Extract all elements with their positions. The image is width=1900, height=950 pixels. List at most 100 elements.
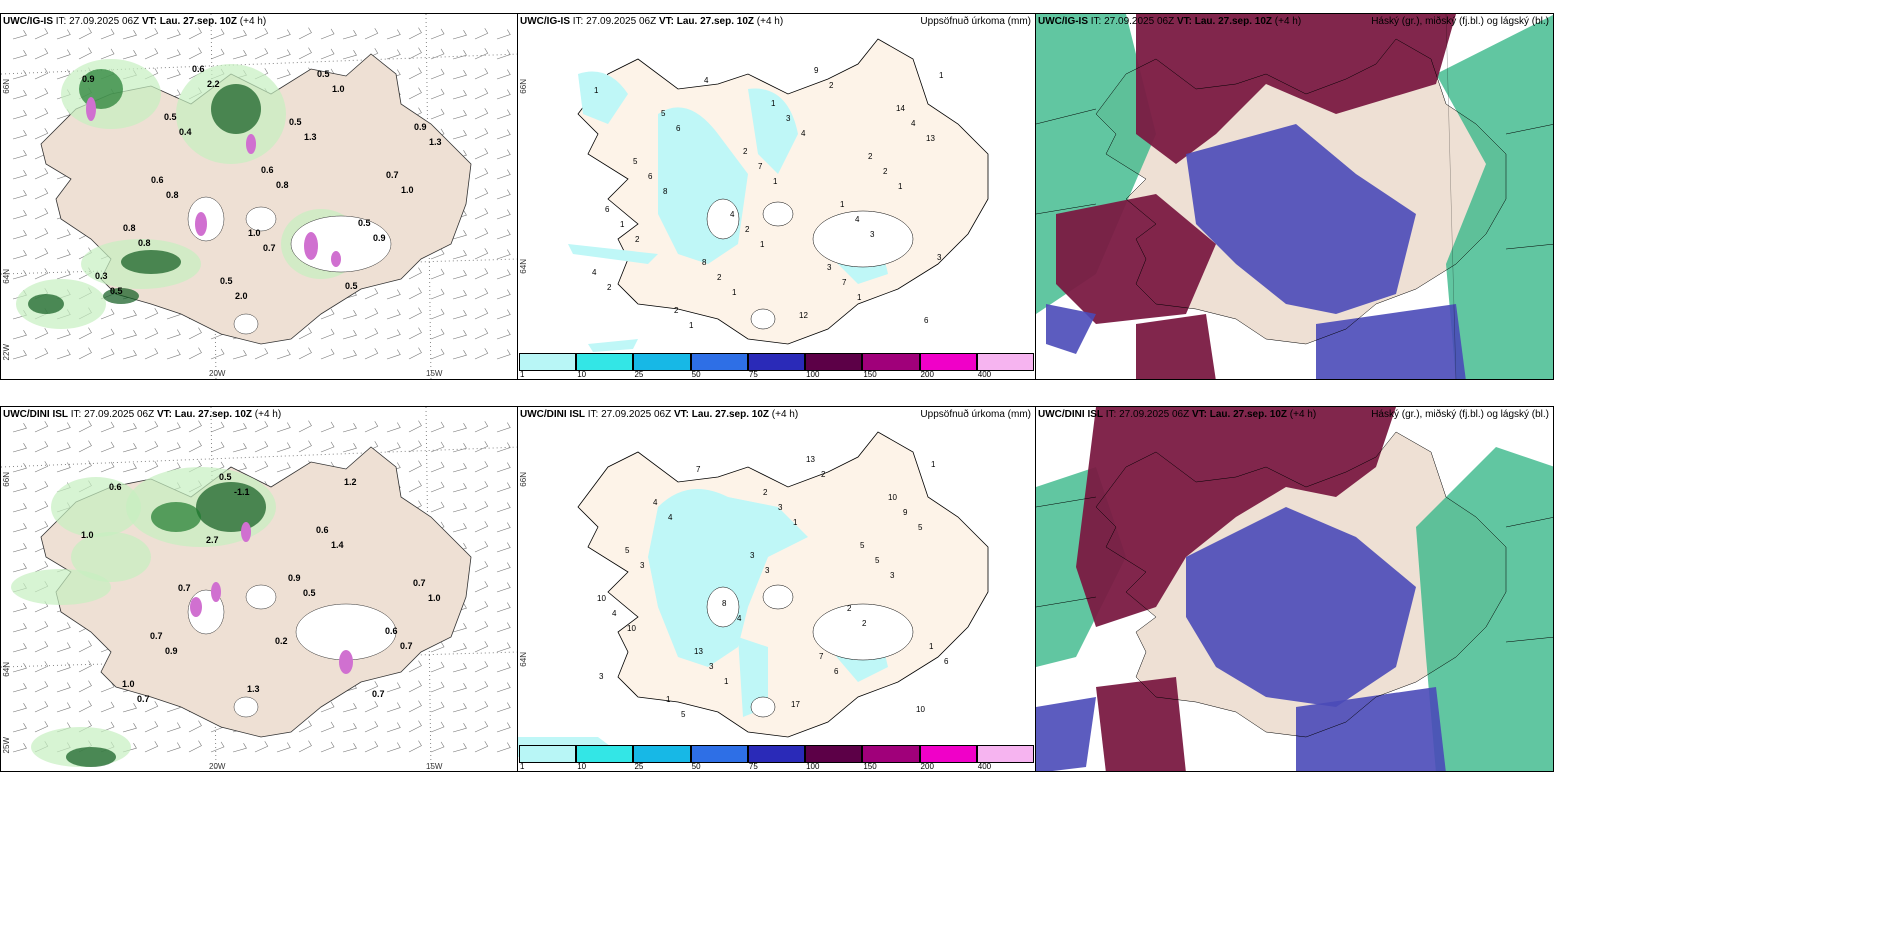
wind-barb (100, 328, 115, 340)
wind-barb (34, 481, 49, 493)
map-value-label: 0.8 (166, 190, 179, 200)
wind-barb (320, 48, 335, 60)
wind-barb (34, 561, 49, 573)
wind-barb (12, 90, 27, 100)
wind-barb (430, 108, 445, 120)
wind-barb (474, 28, 489, 40)
wind-barb (144, 48, 159, 60)
wind-barb (496, 602, 511, 613)
wind-barb (474, 721, 489, 733)
map-value-label: 7 (696, 465, 701, 474)
map-value-label: 10 (627, 624, 636, 633)
wind-barb (342, 423, 357, 433)
wind-barb (496, 502, 511, 513)
wind-barb (298, 440, 312, 453)
wind-barb (452, 330, 467, 340)
wind-barb (364, 721, 379, 733)
map-value-label: 8 (663, 187, 668, 196)
wind-barb (210, 348, 225, 360)
wind-barb (122, 310, 137, 320)
legend-label: 50 (691, 762, 701, 771)
legend-label: 75 (748, 370, 758, 379)
wind-barb (496, 29, 511, 40)
legend-swatch (862, 353, 920, 371)
map-value-label: 2 (847, 604, 852, 613)
wind-barb (452, 503, 467, 513)
wind-barb (34, 681, 49, 693)
wind-barb (408, 327, 422, 340)
wind-barb (12, 150, 27, 160)
wind-barb (144, 328, 159, 340)
wind-barb (210, 441, 225, 453)
wind-barb (254, 441, 269, 453)
wind-barb (452, 310, 467, 320)
wind-barb (408, 460, 422, 473)
wind-barb (144, 721, 159, 733)
wind-barb (122, 350, 137, 360)
wind-barb (12, 30, 27, 40)
wind-barb (298, 720, 312, 733)
wind-barb (166, 742, 181, 753)
wind-barb (56, 229, 71, 240)
wind-barb (364, 28, 379, 40)
map-value-label: 0.8 (276, 180, 289, 190)
legend-label: 25 (634, 370, 644, 379)
wind-barb (496, 149, 511, 160)
legend-label: 150 (863, 370, 877, 379)
map-value-label: 13 (926, 134, 935, 143)
wind-value-labels: 0.90.61.00.50.60.70.71.31.21.00.70.20.70… (81, 472, 441, 704)
legend-label: 75 (748, 762, 758, 771)
map-value-label: 1.3 (247, 684, 260, 694)
wind-barb (408, 347, 422, 360)
panel-precip-bottom: 1 1 2 5 10 13 17 10 5 8 7 10 4 3 2 6 5 3 5 4 3 13 9 3 4 6 1 4 3 2 3 7 1 3… (517, 406, 1036, 772)
map-value-label: 1 (620, 220, 625, 229)
wind-barb (12, 503, 27, 513)
wind-barb (188, 740, 202, 753)
legend-swatch (690, 745, 748, 763)
precip-title: Uppsöfnuð úrkoma (mm) (920, 16, 1031, 27)
wind-barb (34, 88, 49, 100)
wind-barb (298, 420, 312, 433)
wind-barb (430, 681, 445, 693)
wind-barb (452, 743, 467, 753)
wind-barb (56, 29, 71, 40)
wind-barb (496, 309, 511, 320)
legend-label: 200 (920, 370, 934, 379)
map-value-label: 14 (896, 104, 905, 113)
panel-header: UWC/DINI ISL IT: 27.09.2025 06Z VT: Lau.… (1038, 409, 1317, 420)
map-value-label: 4 (704, 76, 709, 85)
precip-map-top: 2132126812145436574413212946271613244121… (568, 38, 989, 352)
map-value-label: 0.8 (123, 223, 136, 233)
lat-label-25w: 25W (2, 737, 11, 754)
map-value-label: 0.5 (289, 117, 302, 127)
wind-barb (12, 443, 27, 453)
map-value-label: 4 (730, 210, 735, 219)
wind-barb (342, 743, 357, 753)
wind-barb (474, 328, 489, 340)
wind-barb (474, 661, 489, 673)
map-value-label: 2 (745, 225, 750, 234)
map-value-label: 5 (875, 556, 880, 565)
wind-barb (34, 621, 49, 633)
wind-barb (188, 347, 202, 360)
wind-barb (34, 68, 49, 80)
map-value-label: 6 (648, 172, 653, 181)
wind-barb (122, 50, 137, 60)
map-value-label: 4 (653, 498, 658, 507)
map-value-label: 0.5 (164, 112, 177, 122)
wind-barb (34, 348, 49, 360)
legend-label: 400 (977, 762, 992, 771)
wind-barb (210, 741, 225, 753)
map-value-label: 4 (612, 609, 617, 618)
wind-barb (56, 269, 71, 280)
wind-barb (430, 348, 445, 360)
wind-barb (122, 463, 137, 473)
wind-barb (496, 542, 511, 553)
wind-barb (408, 740, 422, 753)
wind-barb (34, 168, 49, 180)
wind-barb (474, 348, 489, 360)
lat-label-66n: 66N (519, 79, 528, 94)
map-value-label: 0.5 (317, 69, 330, 79)
wind-barb (188, 720, 202, 733)
map-value-label: 4 (737, 614, 742, 623)
